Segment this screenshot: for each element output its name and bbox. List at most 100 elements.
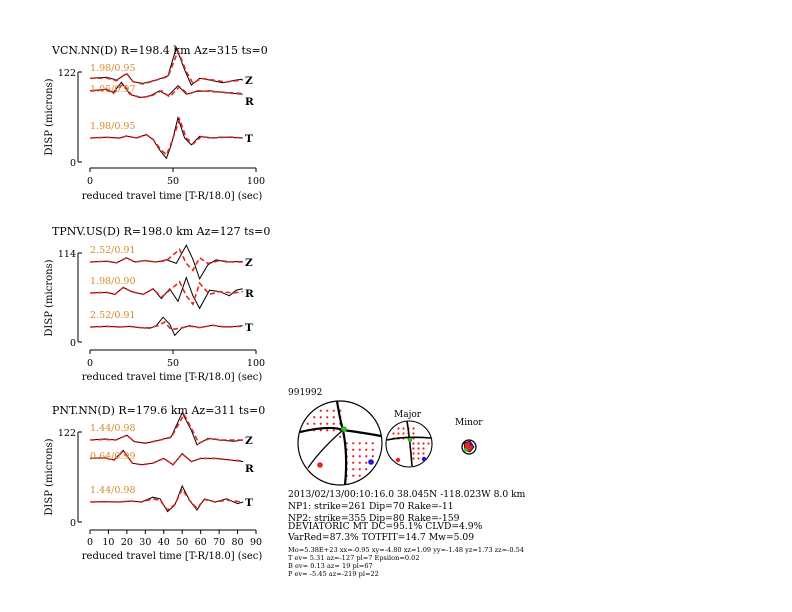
polarity-dot xyxy=(417,457,420,460)
beachball-major: Major xyxy=(385,410,433,468)
polarity-dot xyxy=(352,448,355,451)
t-axis-marker xyxy=(469,442,473,446)
x-tick-label: 0 xyxy=(87,176,93,187)
fit-label: 2.52/0.91 xyxy=(90,245,136,256)
component-label: T xyxy=(245,497,253,509)
polarity-dot xyxy=(397,432,400,435)
component-label: R xyxy=(245,96,254,108)
polarity-dot xyxy=(352,468,355,471)
component-label: Z xyxy=(245,435,253,447)
fit-label: 1.98/0.95 xyxy=(90,121,136,132)
polarity-dot xyxy=(412,432,415,435)
fit-label: 0.64/0.99 xyxy=(90,451,136,462)
component-label: R xyxy=(245,463,254,475)
auxiliary-line xyxy=(307,429,344,469)
b-eigenvector-text: B ev= 0.13 az= 19 pl=67 xyxy=(288,562,373,570)
fit-label: 2.52/0.91 xyxy=(90,310,136,321)
panel-vcn: VCN.NN(D) R=198.4 km Az=315 ts=0 122 0 D… xyxy=(44,44,268,202)
trace-group: 1.98/0.95 Z 1.05/0.97 R 1.98/0.95 T xyxy=(89,46,254,160)
polarity-dot xyxy=(358,468,361,471)
polarity-dot xyxy=(313,416,316,419)
x-tick-label: 0 xyxy=(87,358,93,369)
polarity-dot xyxy=(332,429,335,432)
y-axis-label: DISP (microns) xyxy=(44,78,55,155)
x-tick-label: 90 xyxy=(250,537,262,548)
trace-group: 1.44/0.98 Z 0.64/0.99 R 1.44/0.98 T xyxy=(89,411,254,513)
x-tick-label: 0 xyxy=(87,537,93,548)
p-axis-marker xyxy=(317,462,323,468)
polarity-dot xyxy=(332,422,335,425)
x-ticks: 0 10 20 30 40 50 60 70 80 90 xyxy=(87,530,262,548)
polarity-dot xyxy=(422,447,425,450)
synthetic-trace xyxy=(89,116,243,157)
x-tick-label: 50 xyxy=(176,537,188,548)
deviatoric-text: DEVIATORIC MT DC=95.1% CLVD=4.9% xyxy=(288,521,483,532)
focal-mechanism-section: 991992 Major Minor xyxy=(287,388,526,578)
component-label: Z xyxy=(245,75,253,87)
polarity-dot xyxy=(319,409,322,412)
synthetic-trace xyxy=(89,320,243,331)
polarity-dot xyxy=(422,452,425,455)
polarity-dot xyxy=(352,474,355,477)
panel-title: TPNV.US(D) R=198.0 km Az=127 ts=0 xyxy=(52,225,270,238)
panel-tpnv: TPNV.US(D) R=198.0 km Az=127 ts=0 114 0 … xyxy=(44,225,270,383)
fit-label: 1.98/0.95 xyxy=(90,63,136,74)
polarity-dot xyxy=(352,455,355,458)
polarity-dot xyxy=(339,435,342,438)
polarity-dot xyxy=(412,457,415,460)
x-tick-label: 10 xyxy=(102,537,114,548)
moment-tensor-text: Mo=5.38E+23 xx=-0.95 xy=-4.80 xz=1.09 yy… xyxy=(288,546,524,554)
p-axis-marker xyxy=(395,457,401,463)
polarity-dot xyxy=(319,422,322,425)
event-id: 991992 xyxy=(288,388,322,398)
y-top-label: 122 xyxy=(58,68,76,79)
t-axis-marker xyxy=(368,459,374,465)
x-tick-label: 100 xyxy=(247,176,265,187)
x-tick-label: 60 xyxy=(195,537,207,548)
polarity-dot xyxy=(313,422,316,425)
x-tick-label: 40 xyxy=(158,537,170,548)
component-label: R xyxy=(245,288,254,300)
b-axis-marker xyxy=(341,426,347,432)
polarity-dot xyxy=(417,452,420,455)
polarity-dot xyxy=(402,432,405,435)
beachball-minor: Minor xyxy=(455,418,483,455)
nodal-plane-2-text: NP2: strike=355 Dip=80 Rake=-159 xyxy=(288,513,460,524)
polarity-dot xyxy=(358,461,361,464)
major-label: Major xyxy=(394,410,422,420)
b-axis-marker xyxy=(464,448,468,452)
panel-title: PNT.NN(D) R=179.6 km Az=311 ts=0 xyxy=(52,404,265,417)
fit-label: 1.44/0.98 xyxy=(90,485,136,496)
x-axis-label: reduced travel time [T-R/18.0] (sec) xyxy=(82,372,263,383)
panel-pnt: PNT.NN(D) R=179.6 km Az=311 ts=0 122 0 D… xyxy=(44,404,265,562)
x-tick-label: 100 xyxy=(247,358,265,369)
y-top-label: 122 xyxy=(58,428,76,439)
beachball-large xyxy=(297,400,383,486)
y-axis-label: DISP (microns) xyxy=(44,438,55,515)
y-bottom-label: 0 xyxy=(70,518,76,529)
component-label: Z xyxy=(245,257,253,269)
variance-reduction-text: VarRed=87.3% TOTFIT=14.7 Mw=5.09 xyxy=(287,532,474,543)
polarity-dot xyxy=(365,468,368,471)
polarity-dot xyxy=(427,442,430,445)
component-label: T xyxy=(245,133,253,145)
polarity-dot xyxy=(319,429,322,432)
x-ticks: 0 50 100 xyxy=(87,168,265,187)
x-axis-label: reduced travel time [T-R/18.0] (sec) xyxy=(82,551,263,562)
polarity-dot xyxy=(352,461,355,464)
polarity-dot xyxy=(412,442,415,445)
fit-label: 1.44/0.98 xyxy=(90,423,136,434)
polarity-dot xyxy=(371,455,374,458)
polarity-dot xyxy=(326,429,329,432)
y-axis-label: DISP (microns) xyxy=(44,259,55,336)
polarity-dot xyxy=(412,427,415,430)
x-tick-label: 70 xyxy=(213,537,225,548)
synthetic-trace xyxy=(89,487,244,512)
y-bottom-label: 0 xyxy=(70,338,76,349)
polarity-dot xyxy=(412,447,415,450)
polarity-dot xyxy=(365,461,368,464)
polarity-dot xyxy=(358,474,361,477)
polarity-dot xyxy=(365,455,368,458)
polarity-dot xyxy=(358,442,361,445)
polarity-dot xyxy=(358,455,361,458)
